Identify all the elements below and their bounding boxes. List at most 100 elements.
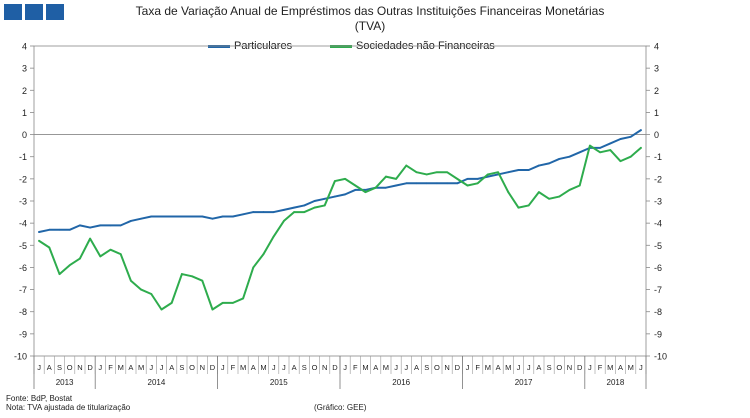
data-point-sociedades bbox=[38, 239, 40, 242]
x-month-label: A bbox=[414, 363, 419, 372]
plot-frame bbox=[33, 45, 647, 357]
y-tick-label-left: 4 bbox=[22, 42, 27, 52]
data-point-particulares bbox=[415, 182, 418, 185]
x-year-label: 2014 bbox=[148, 378, 166, 387]
brand-square bbox=[25, 4, 43, 20]
x-month-label: A bbox=[618, 363, 623, 372]
x-month-label: S bbox=[57, 363, 62, 372]
data-point-particulares bbox=[221, 215, 224, 218]
y-tick-label-left: 1 bbox=[22, 108, 27, 118]
data-point-particulares bbox=[181, 215, 183, 218]
x-month-label: D bbox=[210, 363, 216, 372]
data-point-particulares bbox=[446, 182, 448, 185]
x-month-label: M bbox=[628, 363, 634, 372]
data-point-particulares bbox=[262, 211, 265, 213]
data-point-sociedades bbox=[629, 155, 632, 158]
y-tick-label-left: -3 bbox=[19, 197, 27, 207]
x-month-label: D bbox=[332, 363, 338, 372]
x-month-label: J bbox=[282, 363, 286, 372]
data-point-sociedades bbox=[252, 266, 255, 269]
x-month-label: J bbox=[221, 363, 225, 372]
x-month-label: D bbox=[455, 363, 461, 372]
x-month-label: A bbox=[128, 363, 133, 372]
y-tick-label-left: 3 bbox=[22, 64, 27, 74]
data-point-sociedades bbox=[436, 171, 438, 174]
data-point-sociedades bbox=[487, 173, 489, 176]
chart-title-line2: (TVA) bbox=[354, 19, 386, 33]
x-month-label: S bbox=[179, 363, 184, 372]
y-tick-label-left: 0 bbox=[22, 130, 27, 140]
y-tick-label-left: -1 bbox=[19, 152, 27, 162]
x-month-label: F bbox=[475, 363, 480, 372]
y-tick-label-right: 1 bbox=[654, 108, 659, 118]
y-tick-label-left: -7 bbox=[19, 285, 27, 295]
data-point-sociedades bbox=[130, 279, 132, 282]
chart-title: Taxa de Variação Anual de Empréstimos da… bbox=[70, 4, 670, 34]
x-month-label: O bbox=[312, 363, 318, 372]
data-point-particulares bbox=[364, 189, 367, 191]
data-point-particulares bbox=[395, 184, 397, 187]
data-point-sociedades bbox=[119, 253, 122, 256]
x-month-label: M bbox=[240, 363, 246, 372]
x-month-label: O bbox=[434, 363, 440, 372]
data-point-particulares bbox=[527, 169, 530, 171]
y-tick-label-right: 3 bbox=[654, 64, 659, 74]
data-point-particulares bbox=[487, 175, 489, 178]
data-point-particulares bbox=[242, 213, 245, 216]
y-tick-label-left: -8 bbox=[19, 307, 27, 317]
y-tick-label-right: 2 bbox=[654, 86, 659, 96]
x-month-label: M bbox=[138, 363, 144, 372]
data-point-sociedades bbox=[150, 293, 153, 295]
footer-note: Nota: TVA ajustada de titularização bbox=[6, 403, 131, 412]
data-point-particulares bbox=[201, 215, 204, 218]
data-point-particulares bbox=[283, 208, 285, 211]
y-tick-label-left: -4 bbox=[19, 219, 27, 229]
data-point-sociedades bbox=[232, 301, 234, 304]
data-point-sociedades bbox=[191, 275, 194, 278]
x-year-label: 2016 bbox=[392, 378, 410, 387]
data-point-sociedades bbox=[364, 191, 367, 194]
data-point-particulares bbox=[48, 228, 51, 231]
data-point-sociedades bbox=[354, 184, 357, 187]
x-month-label: M bbox=[260, 363, 266, 372]
y-tick-label-right: 4 bbox=[654, 42, 659, 52]
data-point-particulares bbox=[130, 220, 132, 222]
x-year-label: 2015 bbox=[270, 378, 288, 387]
data-point-sociedades bbox=[89, 237, 91, 240]
data-point-sociedades bbox=[609, 149, 612, 151]
x-month-label: J bbox=[272, 363, 276, 372]
x-month-label: O bbox=[556, 363, 562, 372]
data-point-sociedades bbox=[201, 279, 204, 282]
y-tick-label-right: 0 bbox=[654, 130, 659, 140]
x-month-label: M bbox=[607, 363, 613, 372]
x-month-label: A bbox=[496, 363, 501, 372]
data-point-sociedades bbox=[538, 191, 540, 194]
x-month-label: J bbox=[517, 363, 521, 372]
x-month-label: N bbox=[200, 363, 205, 372]
data-point-particulares bbox=[354, 189, 357, 191]
y-tick-label-right: -5 bbox=[654, 241, 662, 251]
data-point-sociedades bbox=[58, 273, 61, 275]
y-tick-label-left: -2 bbox=[19, 174, 27, 184]
x-month-label: J bbox=[527, 363, 531, 372]
data-point-particulares bbox=[619, 138, 622, 140]
data-point-particulares bbox=[466, 177, 469, 180]
data-point-particulares bbox=[436, 182, 438, 185]
data-point-particulares bbox=[599, 146, 601, 149]
data-point-particulares bbox=[232, 215, 234, 218]
chart-title-line1: Taxa de Variação Anual de Empréstimos da… bbox=[135, 4, 605, 18]
x-month-label: J bbox=[160, 363, 164, 372]
x-month-label: S bbox=[424, 363, 429, 372]
data-point-sociedades bbox=[344, 177, 346, 180]
data-point-particulares bbox=[68, 228, 71, 231]
data-point-particulares bbox=[252, 211, 255, 213]
data-point-sociedades bbox=[272, 235, 275, 238]
data-point-particulares bbox=[538, 164, 540, 167]
x-year-label: 2018 bbox=[607, 378, 625, 387]
y-tick-label-left: -9 bbox=[19, 329, 27, 339]
data-point-sociedades bbox=[415, 171, 418, 174]
data-point-sociedades bbox=[507, 191, 510, 194]
y-tick-label-right: -6 bbox=[654, 263, 662, 273]
x-month-label: J bbox=[466, 363, 470, 372]
data-point-sociedades bbox=[140, 288, 143, 291]
